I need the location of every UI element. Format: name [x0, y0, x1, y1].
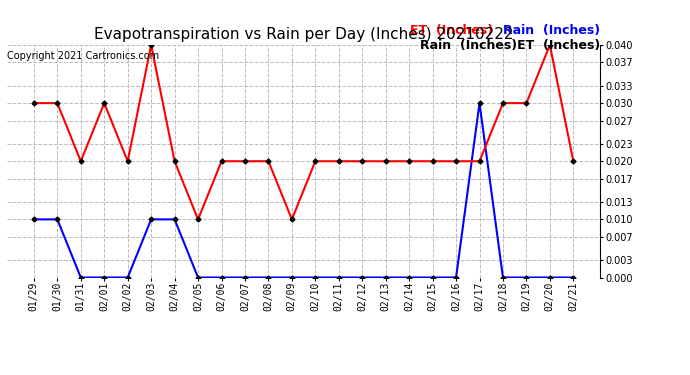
- Text: Copyright 2021 Cartronics.com: Copyright 2021 Cartronics.com: [7, 51, 159, 61]
- Text: Rain  (Inches): Rain (Inches): [503, 24, 600, 37]
- Text: ET  (Inches): ET (Inches): [411, 24, 493, 37]
- Title: Evapotranspiration vs Rain per Day (Inches) 20210222: Evapotranspiration vs Rain per Day (Inch…: [94, 27, 513, 42]
- Text: Rain  (Inches)ET  (Inches): Rain (Inches)ET (Inches): [420, 39, 600, 53]
